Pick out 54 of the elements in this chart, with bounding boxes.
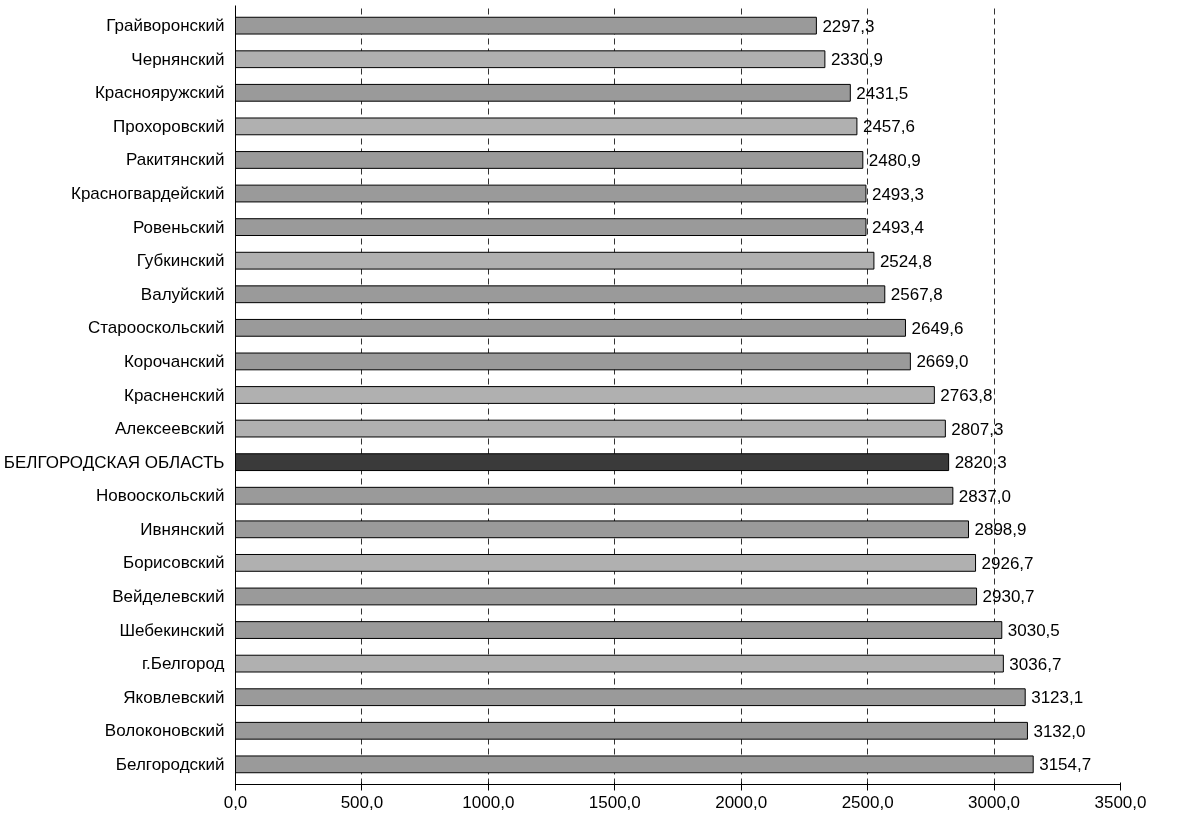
y-tick-label: Новооскольский (96, 486, 225, 506)
data-label: 2493,4 (871, 218, 924, 238)
x-tick-label: 1500,0 (588, 792, 641, 812)
y-tick-label: г.Белгород (141, 654, 225, 674)
data-label: 2297,3 (822, 16, 875, 36)
data-label: 2649,6 (911, 318, 964, 338)
y-tick-label: Валуйский (140, 284, 225, 304)
y-tick-label: Ивнянский (140, 519, 225, 539)
y-tick-label: Корочанский (123, 351, 225, 371)
data-label: 2457,6 (862, 117, 915, 137)
data-label: 2431,5 (856, 83, 909, 103)
y-tick-label: Старооскольский (87, 318, 225, 338)
x-tick-label: 2500,0 (841, 792, 894, 812)
data-label: 2807,3 (951, 419, 1004, 439)
y-tick-label: Красногвардейский (70, 184, 225, 204)
y-tick-label: Ракитянский (126, 150, 225, 170)
y-tick-label: Ровеньский (132, 217, 225, 237)
data-label: 2524,8 (879, 251, 932, 271)
y-tick-label: Чернянский (131, 49, 225, 69)
y-tick-label: Грайворонский (106, 16, 225, 36)
data-label: 2837,0 (958, 486, 1011, 506)
y-tick-label: Алексеевский (114, 419, 225, 439)
data-label: 2669,0 (916, 352, 969, 372)
data-label: 3154,7 (1039, 755, 1092, 775)
x-tick-label: 500,0 (340, 792, 384, 812)
y-tick-label: Краснояружский (94, 83, 225, 103)
x-tick-label: 0,0 (223, 792, 248, 812)
data-label: 3036,7 (1009, 654, 1062, 674)
y-tick-label: БЕЛГОРОДСКАЯ ОБЛАСТЬ (3, 452, 225, 472)
x-tick-label: 3500,0 (1094, 792, 1147, 812)
y-tick-label: Шебекинский (119, 620, 225, 640)
data-label: 2480,9 (868, 150, 921, 170)
data-label: 2330,9 (830, 50, 883, 70)
y-tick-label: Волоконовский (104, 721, 225, 741)
data-label: 2763,8 (940, 386, 993, 405)
data-label: 2567,8 (890, 285, 943, 305)
y-tick-label: Прохоровский (113, 116, 225, 136)
y-tick-label: Яковлевский (123, 687, 225, 707)
y-tick-label: Белгородский (115, 754, 225, 774)
y-tick-label: Борисовский (123, 553, 225, 573)
y-tick-label: Вейделевский (112, 586, 225, 606)
x-tick-label: 2000,0 (715, 792, 768, 812)
data-label: 3132,0 (1033, 721, 1086, 741)
data-label: 2820,3 (954, 453, 1007, 473)
data-label: 2926,7 (981, 553, 1034, 573)
x-tick-label: 3000,0 (968, 792, 1021, 812)
data-label: 2493,3 (871, 184, 924, 204)
x-tick-label: 1000,0 (462, 792, 515, 812)
data-label: 3030,5 (1007, 621, 1060, 641)
y-tick-label: Губкинский (136, 251, 225, 271)
data-label: 2930,7 (982, 587, 1035, 607)
data-label: 3123,1 (1031, 688, 1084, 708)
data-label: 2898,9 (974, 520, 1027, 540)
y-tick-label: Красненский (124, 385, 225, 405)
